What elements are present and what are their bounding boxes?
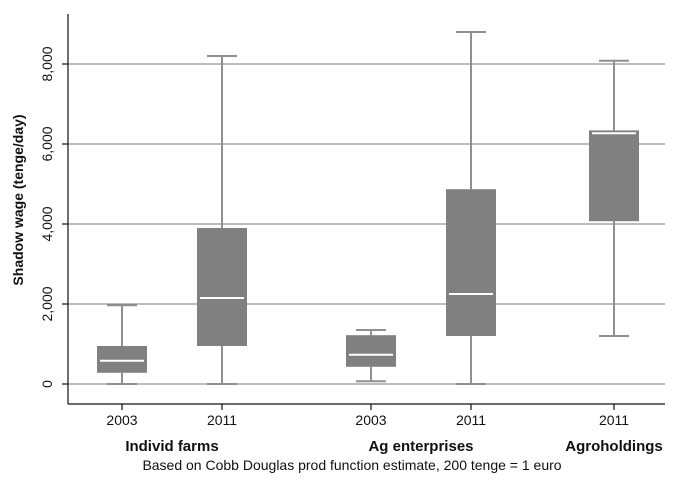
- x-tick-label: 2011: [456, 412, 486, 428]
- labels: 0 2,000 4,000 6,000 8,000 2003 2011 2003 2011 201…: [39, 46, 663, 455]
- y-tick-label: 2,000: [39, 286, 55, 321]
- x-tick-label: 2003: [106, 412, 137, 428]
- iqr-box: [446, 189, 496, 336]
- iqr-box: [97, 346, 147, 373]
- iqr-box: [346, 335, 396, 367]
- box-series: [97, 31, 639, 410]
- group-label: Individ farms: [125, 438, 218, 455]
- axes: [67, 14, 665, 405]
- grid-lines: [62, 63, 665, 385]
- y-tick-label: 4,000: [39, 206, 55, 241]
- x-tick-label: 2003: [355, 412, 386, 428]
- group-label: Ag enterprises: [368, 438, 473, 455]
- iqr-box: [197, 228, 247, 346]
- y-tick-label: 8,000: [39, 46, 55, 81]
- group-label: Agroholdings: [565, 438, 663, 455]
- x-tick-label: 2011: [207, 412, 237, 428]
- iqr-box: [589, 130, 639, 222]
- y-tick-label: 6,000: [39, 126, 55, 161]
- x-tick-label: 2011: [599, 412, 629, 428]
- y-axis-title: Shadow wage (tenge/day): [10, 114, 26, 285]
- y-tick-label: 0: [39, 380, 55, 388]
- footnote: Based on Cobb Douglas prod function esti…: [142, 457, 561, 473]
